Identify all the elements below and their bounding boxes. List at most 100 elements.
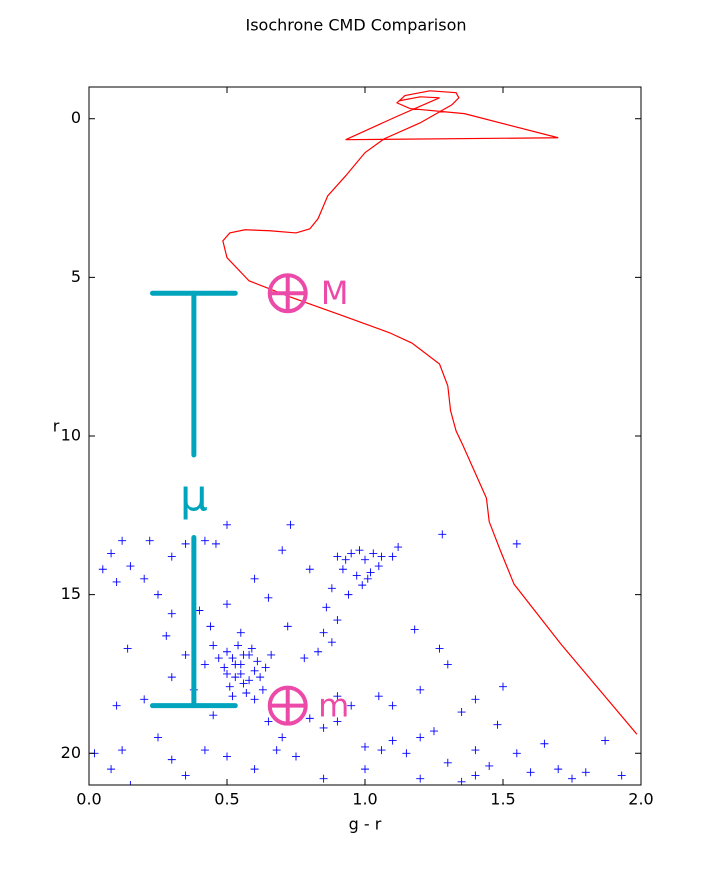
star-point: [327, 638, 336, 647]
star-point: [554, 765, 563, 774]
star-point: [112, 701, 121, 710]
star-point: [214, 654, 223, 663]
star-point: [228, 654, 237, 663]
star-point: [388, 701, 397, 710]
star-point: [402, 749, 411, 758]
y-tick-label: 15: [61, 584, 81, 603]
star-point: [305, 565, 314, 574]
star-point: [256, 673, 265, 682]
star-point: [471, 746, 480, 755]
star-point: [358, 581, 367, 590]
annotation: m: [318, 687, 349, 725]
star-point: [388, 736, 397, 745]
star-point: [416, 733, 425, 742]
star-point: [341, 555, 350, 564]
y-tick-label: 20: [61, 743, 81, 762]
x-tick-label: 1.0: [352, 790, 377, 809]
star-point: [107, 765, 116, 774]
star-point: [601, 736, 610, 745]
star-point: [361, 742, 369, 751]
star-point: [250, 765, 259, 774]
star-point: [228, 692, 237, 701]
star-point: [485, 761, 494, 770]
star-point: [239, 650, 248, 659]
star-point: [162, 631, 171, 640]
star-point: [333, 552, 342, 561]
star-point: [261, 663, 270, 672]
star-point: [225, 682, 234, 691]
star-point: [200, 746, 209, 755]
star-point: [416, 774, 425, 783]
plot-area: [90, 90, 638, 785]
star-point: [209, 711, 218, 720]
star-point: [247, 644, 256, 653]
star-point: [361, 555, 369, 564]
star-point: [195, 606, 204, 615]
star-point: [209, 641, 218, 650]
star-point: [493, 720, 502, 729]
star-point: [355, 546, 364, 555]
star-point: [223, 669, 231, 678]
star-point: [499, 682, 507, 691]
star-point: [126, 781, 135, 785]
x-tick-label: 0.5: [214, 790, 239, 809]
star-point: [200, 536, 209, 545]
star-point: [245, 676, 254, 685]
star-point: [267, 650, 276, 659]
star-point: [278, 546, 287, 555]
star-point: [250, 666, 259, 675]
star-point: [272, 746, 281, 755]
star-point: [223, 520, 231, 529]
star-point: [253, 657, 262, 666]
star-point: [223, 647, 231, 656]
star-point: [430, 727, 438, 736]
star-point: [369, 549, 378, 558]
y-axis-label: r: [53, 417, 60, 436]
star-point: [140, 574, 149, 583]
star-point: [305, 714, 314, 723]
marker-cross: [269, 275, 306, 312]
star-point: [181, 771, 190, 780]
star-point: [322, 603, 331, 612]
circled-plus-marker: [267, 685, 308, 726]
star-point: [410, 625, 419, 634]
star-point: [242, 688, 251, 697]
x-axis-label: g - r: [349, 815, 382, 834]
star-point: [438, 530, 447, 539]
star-point: [388, 552, 397, 561]
star-point: [344, 590, 353, 599]
star-point: [347, 701, 356, 710]
star-point: [236, 669, 245, 678]
star-point: [314, 647, 323, 656]
star-point: [512, 749, 521, 758]
star-point: [126, 562, 135, 571]
y-tick-label: 5: [71, 267, 81, 286]
star-point: [363, 574, 372, 583]
star-point: [112, 577, 121, 586]
star-point: [319, 774, 328, 783]
star-point: [457, 708, 466, 717]
star-point: [333, 692, 342, 701]
star-point: [377, 552, 386, 561]
star-point: [319, 723, 328, 732]
isochrone-line: [222, 90, 638, 735]
star-point: [211, 539, 220, 548]
star-point: [118, 536, 127, 545]
star-point: [223, 752, 231, 761]
star-point: [416, 685, 425, 694]
marker-cross: [269, 687, 306, 724]
star-point: [236, 628, 245, 637]
star-point: [220, 663, 229, 672]
star-point: [167, 673, 176, 682]
star-point: [377, 746, 386, 755]
star-point: [366, 568, 375, 577]
star-point: [181, 539, 190, 548]
y-tick-label: 0: [71, 108, 81, 127]
star-point: [118, 746, 127, 755]
star-point: [394, 543, 403, 552]
star-point: [319, 628, 328, 637]
star-point: [540, 739, 549, 748]
star-point: [435, 644, 444, 653]
